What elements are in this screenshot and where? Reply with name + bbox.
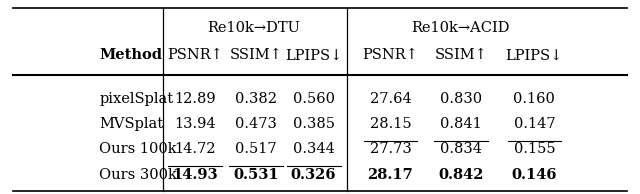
Text: Re10k→DTU: Re10k→DTU xyxy=(207,21,301,35)
Text: 27.73: 27.73 xyxy=(369,142,412,156)
Text: SSIM↑: SSIM↑ xyxy=(230,48,282,62)
Text: 14.72: 14.72 xyxy=(175,142,216,156)
Text: Ours 300k: Ours 300k xyxy=(99,168,177,182)
Text: LPIPS↓: LPIPS↓ xyxy=(285,48,342,62)
Text: PSNR↑: PSNR↑ xyxy=(167,48,223,62)
Text: 0.382: 0.382 xyxy=(235,92,277,106)
Text: 0.147: 0.147 xyxy=(513,117,556,131)
Text: 14.93: 14.93 xyxy=(172,168,218,182)
Text: LPIPS↓: LPIPS↓ xyxy=(506,48,563,62)
Text: 27.64: 27.64 xyxy=(369,92,412,106)
Text: 0.834: 0.834 xyxy=(440,142,482,156)
Text: pixelSplat: pixelSplat xyxy=(99,92,173,106)
Text: 28.17: 28.17 xyxy=(367,168,413,182)
Text: Method: Method xyxy=(99,48,162,62)
Text: 13.94: 13.94 xyxy=(174,117,216,131)
Text: 0.344: 0.344 xyxy=(292,142,335,156)
Text: 0.146: 0.146 xyxy=(511,168,557,182)
Text: 0.155: 0.155 xyxy=(513,142,556,156)
Text: 0.160: 0.160 xyxy=(513,92,556,106)
Text: MVSplat: MVSplat xyxy=(99,117,163,131)
Text: 0.830: 0.830 xyxy=(440,92,482,106)
Text: 0.385: 0.385 xyxy=(292,117,335,131)
Text: 0.473: 0.473 xyxy=(235,117,277,131)
Text: 0.841: 0.841 xyxy=(440,117,482,131)
Text: PSNR↑: PSNR↑ xyxy=(362,48,419,62)
Text: 0.531: 0.531 xyxy=(233,168,279,182)
Text: Ours 100k: Ours 100k xyxy=(99,142,177,156)
Text: 0.326: 0.326 xyxy=(291,168,337,182)
Text: 0.560: 0.560 xyxy=(292,92,335,106)
Text: 12.89: 12.89 xyxy=(174,92,216,106)
Text: 28.15: 28.15 xyxy=(369,117,412,131)
Text: 0.842: 0.842 xyxy=(438,168,484,182)
Text: Re10k→ACID: Re10k→ACID xyxy=(412,21,510,35)
Text: SSIM↑: SSIM↑ xyxy=(435,48,487,62)
Text: 0.517: 0.517 xyxy=(235,142,277,156)
